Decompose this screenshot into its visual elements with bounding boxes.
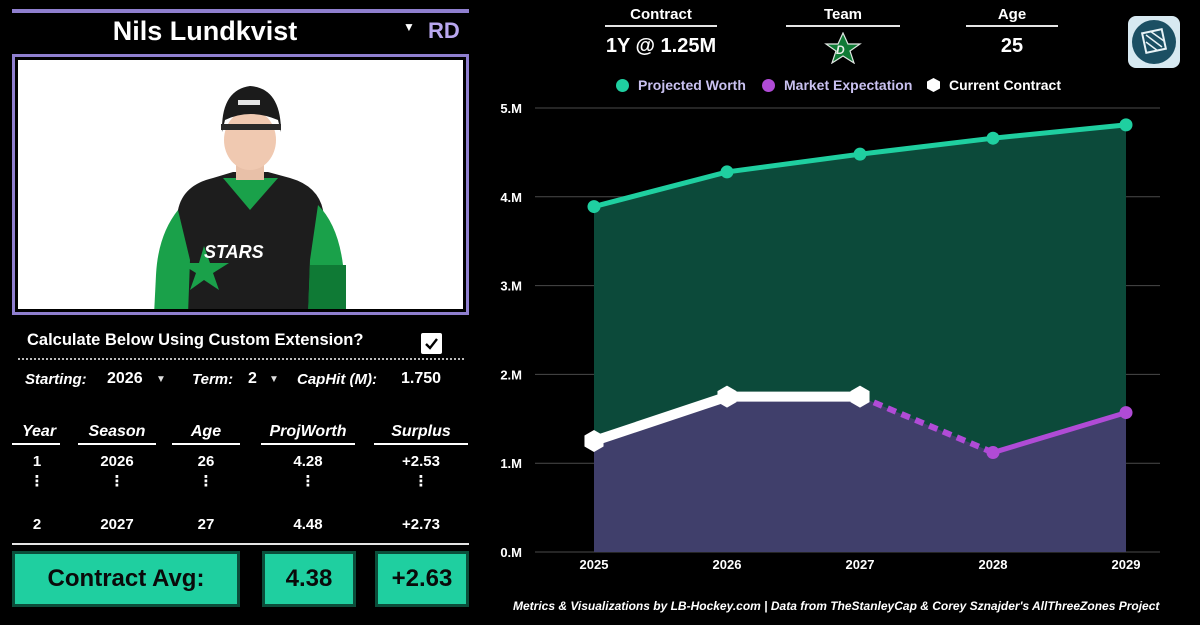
avg-surplus-box: +2.63 bbox=[375, 551, 469, 607]
y-tick-label: 1.M bbox=[500, 456, 522, 471]
contract-area bbox=[594, 396, 1126, 552]
ellipsis: ⋮ bbox=[300, 473, 316, 490]
table-cell: +2.73 bbox=[402, 516, 440, 533]
legend-current: Current Contract bbox=[927, 77, 1061, 93]
table-cell: 27 bbox=[197, 516, 215, 533]
col-header-projworth: ProjWorth bbox=[269, 423, 347, 440]
age-header: Age bbox=[997, 6, 1027, 23]
col-header-age: Age bbox=[190, 423, 222, 440]
caphit-label: CapHit (M): bbox=[297, 371, 377, 388]
avg-projworth: 4.38 bbox=[285, 565, 333, 592]
ellipsis: ⋮ bbox=[413, 473, 429, 490]
team-header: Team bbox=[823, 6, 863, 23]
y-tick-label: 2.M bbox=[500, 367, 522, 382]
legend-label: Current Contract bbox=[949, 77, 1062, 93]
header-underline bbox=[261, 443, 355, 445]
header-accent-bar bbox=[12, 9, 469, 13]
table-cell: 1 bbox=[32, 453, 42, 470]
table-cell: 2026 bbox=[100, 453, 134, 470]
market-point bbox=[986, 446, 1000, 460]
legend-dot-market bbox=[762, 78, 775, 92]
contract-avg-label: Contract Avg: bbox=[12, 551, 240, 607]
col-header-surplus: Surplus bbox=[391, 423, 451, 440]
table-cell: 2027 bbox=[100, 516, 134, 533]
market-line-dashed bbox=[858, 393, 995, 456]
legend-projected: Projected Worth bbox=[616, 77, 746, 93]
checkmark-icon bbox=[425, 338, 438, 350]
term-select[interactable]: 2 bbox=[248, 370, 257, 387]
ellipsis: ⋮ bbox=[109, 473, 125, 490]
y-tick-label: 5.M bbox=[500, 101, 522, 116]
lb-hockey-logo-icon[interactable] bbox=[1128, 16, 1180, 68]
age-value: 25 bbox=[1000, 35, 1024, 57]
y-tick-label: 0.M bbox=[500, 545, 522, 560]
header-underline bbox=[374, 443, 468, 445]
player-photo: STARS bbox=[18, 60, 463, 309]
projected-point bbox=[1119, 118, 1133, 132]
x-tick-label: 2029 bbox=[1112, 557, 1141, 572]
y-tick-label: 4.M bbox=[500, 190, 522, 205]
legend-hex-current bbox=[927, 78, 940, 92]
table-cell: 4.48 bbox=[293, 516, 323, 533]
projected-point bbox=[720, 165, 734, 179]
divider bbox=[18, 358, 464, 360]
x-tick-label: 2027 bbox=[846, 557, 875, 572]
x-tick-label: 2025 bbox=[580, 557, 609, 572]
header-underline bbox=[786, 25, 900, 27]
current-contract-point bbox=[584, 430, 604, 452]
y-tick-label: 3.M bbox=[500, 279, 522, 294]
col-header-year: Year bbox=[21, 423, 57, 440]
projected-point bbox=[853, 147, 867, 161]
caret-down-icon[interactable]: ▼ bbox=[269, 374, 279, 385]
caret-down-icon[interactable]: ▼ bbox=[156, 374, 166, 385]
table-divider bbox=[12, 543, 469, 545]
term-label: Term: bbox=[192, 371, 234, 388]
current-contract-point bbox=[850, 385, 870, 408]
ellipsis: ⋮ bbox=[29, 473, 45, 490]
logo-circle bbox=[1132, 20, 1176, 64]
footer-credits: Metrics & Visualizations by LB-Hockey.co… bbox=[513, 599, 1160, 613]
projected-point bbox=[587, 200, 601, 214]
player-photo-frame: STARS bbox=[12, 54, 469, 315]
col-header-season: Season bbox=[88, 423, 146, 440]
custom-extension-checkbox[interactable] bbox=[421, 333, 442, 354]
current-contract-point bbox=[717, 385, 737, 408]
contract-value: 1Y @ 1.25M bbox=[605, 35, 717, 57]
custom-extension-label: Calculate Below Using Custom Extension? bbox=[27, 331, 364, 349]
header-underline bbox=[78, 443, 156, 445]
chevron-down-icon[interactable]: ▼ bbox=[403, 20, 415, 34]
avg-surplus: +2.63 bbox=[391, 565, 453, 592]
dallas-stars-logo-icon: D bbox=[822, 31, 864, 69]
table-cell: 4.28 bbox=[293, 453, 323, 470]
player-position: RD bbox=[428, 18, 460, 43]
player-name: Nils Lundkvist bbox=[112, 16, 298, 46]
projected-point bbox=[986, 131, 1000, 145]
contract-header: Contract bbox=[630, 6, 692, 23]
legend-market: Market Expectation bbox=[762, 77, 912, 93]
starting-label: Starting: bbox=[25, 371, 87, 388]
market-line bbox=[992, 410, 1127, 455]
legend-label: Projected Worth bbox=[638, 77, 746, 93]
caphit-input[interactable]: 1.750 bbox=[401, 370, 442, 387]
table-cell: +2.53 bbox=[402, 453, 440, 470]
avg-projworth-box: 4.38 bbox=[262, 551, 356, 607]
header-underline bbox=[605, 25, 717, 27]
ellipsis: ⋮ bbox=[198, 473, 214, 490]
header-underline bbox=[966, 25, 1058, 27]
table-cell: 26 bbox=[197, 453, 215, 470]
legend-label: Market Expectation bbox=[784, 77, 913, 93]
contract-value-chart: 0.M 1.M 2.M 3.M 4.M 5.M 2025 2026 2027 2028 2029 bbox=[500, 101, 1160, 572]
starting-select[interactable]: 2026 bbox=[107, 370, 143, 387]
x-tick-label: 2028 bbox=[979, 557, 1008, 572]
header-underline bbox=[12, 443, 60, 445]
legend-dot-projected bbox=[616, 78, 629, 92]
header-underline bbox=[172, 443, 240, 445]
table-cell: 2 bbox=[32, 516, 42, 533]
svg-text:D: D bbox=[836, 43, 845, 57]
svg-text:STARS: STARS bbox=[204, 242, 264, 262]
x-tick-label: 2026 bbox=[713, 557, 742, 572]
contract-avg-text: Contract Avg: bbox=[47, 565, 205, 592]
market-point bbox=[1119, 406, 1133, 420]
